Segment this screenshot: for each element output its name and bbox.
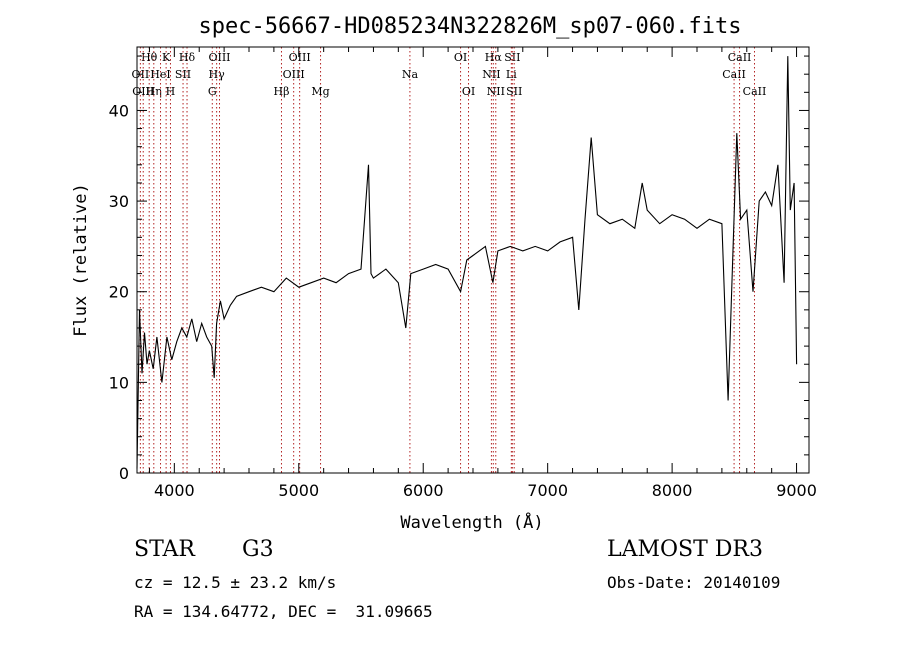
- spectral-line-label: OIII: [289, 51, 311, 64]
- spectral-line-label: CaII: [722, 68, 746, 81]
- x-tick-label: 6000: [403, 481, 444, 500]
- spectral-line-label: H: [166, 85, 176, 98]
- chart-title: spec-56667-HD085234N322826M_sp07-060.fit…: [198, 14, 741, 39]
- spectral-line-label: Mg: [311, 85, 329, 98]
- axes: 4000 5000 6000 7000 8000 9000 0 10 20 30 40: [109, 47, 817, 500]
- spectral-line-label: Hγ: [209, 68, 226, 81]
- spectral-line-label: NII: [482, 68, 500, 81]
- spectral-line-label: NII: [487, 85, 505, 98]
- object-subclass: G3: [242, 537, 274, 562]
- object-class: STAR: [134, 537, 195, 562]
- spectral-line-label: Hα: [485, 51, 503, 64]
- y-axis-label: Flux (relative): [71, 183, 91, 337]
- spectral-line-label: SII: [506, 85, 522, 98]
- spectral-line-label: CaII: [728, 51, 752, 64]
- spectral-line-label: K: [162, 51, 171, 64]
- x-tick-label: 4000: [154, 481, 195, 500]
- spectral-line-label: Hη: [146, 85, 162, 98]
- y-tick-label: 10: [109, 373, 129, 392]
- series-group: [136, 56, 798, 469]
- spectral-line-label: Hδ: [179, 51, 196, 64]
- spectral-line-label: HeI: [150, 68, 170, 81]
- y-tick-label: 40: [109, 101, 129, 120]
- spectral-line-label: Li: [506, 68, 517, 81]
- plot-frame: [136, 46, 810, 474]
- spectral-line-label: OI: [454, 51, 467, 64]
- spectral-line-label: OIII: [283, 68, 305, 81]
- x-tick-label: 5000: [278, 481, 319, 500]
- y-tick-label: 20: [109, 283, 129, 302]
- spectral-line-label: OI: [462, 85, 475, 98]
- redshift-text: cz = 12.5 ± 23.2 km/s: [134, 573, 337, 592]
- spectral-line-label: OIII: [208, 51, 230, 64]
- spectral-line-label: Hβ: [274, 85, 290, 98]
- coordinates-text: RA = 134.64772, DEC = 31.09665: [134, 602, 433, 621]
- spectral-lines: HθOIIOIIIHηHeIKHSIIHδGHγOIIIHβOIIIOIIIMg…: [132, 47, 767, 473]
- spectral-line-label: Na: [402, 68, 419, 81]
- survey-label: LAMOST DR3: [607, 537, 763, 562]
- spectral-line-label: SII: [504, 51, 520, 64]
- spectral-line-label: SII: [175, 68, 191, 81]
- spectrum-chart: spec-56667-HD085234N322826M_sp07-060.fit…: [71, 14, 817, 533]
- y-tick-label: 0: [119, 464, 129, 483]
- spectral-line-label: OIII: [132, 85, 154, 98]
- y-tick-label: 30: [109, 192, 129, 211]
- spectral-line-label: G: [208, 85, 217, 98]
- x-tick-label: 8000: [652, 481, 693, 500]
- x-axis-label: Wavelength (Å): [400, 511, 543, 533]
- flux-line: [136, 56, 798, 469]
- x-tick-label: 7000: [527, 481, 568, 500]
- spectral-line-label: CaII: [743, 85, 767, 98]
- obs-date-text: Obs-Date: 20140109: [607, 573, 781, 592]
- spectral-line-label: Hθ: [141, 51, 158, 64]
- x-tick-label: 9000: [776, 481, 817, 500]
